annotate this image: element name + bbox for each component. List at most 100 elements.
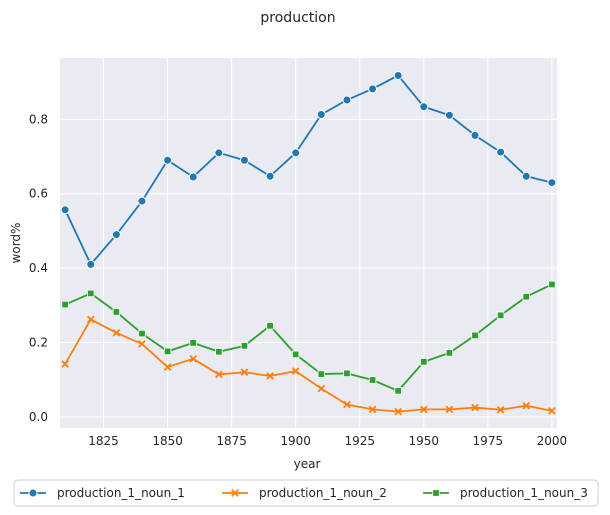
- x-tick-label: 1825: [88, 434, 119, 448]
- data-point-stroke: [419, 405, 428, 414]
- data-point: [188, 172, 198, 182]
- data-point: [137, 196, 147, 206]
- data-point: [548, 280, 556, 289]
- data-point-stroke: [86, 315, 95, 324]
- data-point: [445, 405, 454, 414]
- data-point-stroke: [522, 401, 531, 410]
- grid: [60, 58, 557, 428]
- data-point: [163, 363, 172, 371]
- data-point-stroke: [496, 405, 505, 414]
- y-tick-label: 0.8: [29, 112, 48, 126]
- data-point: [522, 293, 530, 301]
- data-point: [522, 401, 531, 410]
- x-tick-label: 1925: [344, 434, 375, 448]
- data-point: [87, 289, 95, 298]
- series-production_1_noun_3: [61, 280, 556, 395]
- data-point: [496, 405, 505, 414]
- data-point: [368, 84, 378, 94]
- legend-item-production_1_noun_3: production_1_noun_3: [423, 486, 588, 500]
- data-point: [266, 372, 274, 380]
- x-axis-ticks: 1825 1850 1875 1900 1925 1950 1975 2000: [88, 434, 567, 448]
- data-point: [444, 110, 454, 120]
- data-point-stroke: [112, 328, 121, 337]
- data-point: [432, 489, 440, 497]
- data-point-stroke: [240, 368, 249, 377]
- data-point: [163, 347, 172, 356]
- data-point: [231, 489, 239, 497]
- data-point: [342, 95, 352, 105]
- data-point: [112, 308, 121, 316]
- data-point: [368, 376, 377, 384]
- legend-label: production_1_noun_3: [460, 486, 588, 500]
- data-point-stroke: [368, 405, 377, 414]
- data-point: [496, 147, 506, 157]
- data-point: [111, 230, 121, 240]
- data-point: [470, 130, 480, 140]
- data-point: [291, 148, 301, 158]
- data-point: [419, 405, 428, 414]
- data-point-stroke: [189, 354, 198, 363]
- series-production_1_noun_1: [60, 70, 557, 269]
- x-tick-label: 1950: [409, 434, 440, 448]
- data-point-stroke: [317, 384, 326, 393]
- data-point: [471, 331, 479, 340]
- legend-item-production_1_noun_1: production_1_noun_1: [20, 486, 185, 500]
- data-point: [240, 342, 249, 350]
- data-point: [215, 348, 223, 356]
- series-production_1_noun_2: [61, 315, 556, 416]
- data-point: [214, 370, 223, 379]
- data-point-stroke: [138, 340, 146, 348]
- y-tick-label: 0.0: [29, 410, 48, 424]
- data-point-stroke: [343, 400, 351, 409]
- legend-label: production_1_noun_1: [57, 486, 185, 500]
- y-tick-label: 0.4: [29, 261, 48, 275]
- y-axis-ticks: 0.0 0.2 0.4 0.6 0.8: [29, 112, 48, 423]
- data-point: [548, 407, 556, 415]
- data-point: [343, 369, 351, 378]
- data-point-stroke: [163, 363, 172, 371]
- data-point: [60, 205, 70, 215]
- data-point: [189, 354, 198, 363]
- data-point: [496, 311, 505, 320]
- data-point: [266, 322, 274, 330]
- data-point: [138, 329, 146, 338]
- series-group: [60, 70, 557, 416]
- data-point: [61, 300, 69, 309]
- legend-label: production_1_noun_2: [259, 486, 387, 500]
- x-tick-label: 1975: [473, 434, 504, 448]
- chart-title: production: [260, 10, 335, 26]
- x-axis-label: year: [294, 457, 321, 471]
- data-point: [547, 178, 557, 188]
- data-point: [393, 70, 403, 80]
- plot-area: [60, 58, 557, 428]
- data-point: [394, 387, 402, 395]
- data-point: [112, 328, 121, 337]
- data-point: [317, 384, 326, 393]
- data-point-stroke: [231, 489, 239, 497]
- data-point: [291, 367, 300, 375]
- data-point-stroke: [471, 403, 479, 412]
- data-point-stroke: [291, 367, 300, 375]
- data-point: [86, 259, 96, 269]
- y-tick-label: 0.2: [29, 335, 48, 349]
- data-point-stroke: [394, 407, 403, 416]
- data-point-stroke: [61, 360, 69, 368]
- x-tick-label: 1850: [152, 434, 183, 448]
- data-point: [317, 370, 326, 378]
- data-point: [265, 171, 275, 181]
- data-point: [61, 360, 69, 368]
- legend-item-production_1_noun_2: production_1_noun_2: [222, 486, 387, 500]
- data-point: [394, 407, 403, 416]
- data-point: [214, 148, 224, 158]
- data-point: [86, 315, 95, 324]
- data-point: [189, 339, 197, 347]
- data-point: [368, 405, 377, 414]
- data-point-stroke: [214, 370, 223, 379]
- y-tick-label: 0.6: [29, 187, 48, 201]
- x-tick-label: 2000: [537, 434, 568, 448]
- data-point: [316, 110, 326, 120]
- data-point-stroke: [548, 407, 556, 415]
- data-point: [163, 155, 173, 165]
- data-point: [138, 340, 146, 348]
